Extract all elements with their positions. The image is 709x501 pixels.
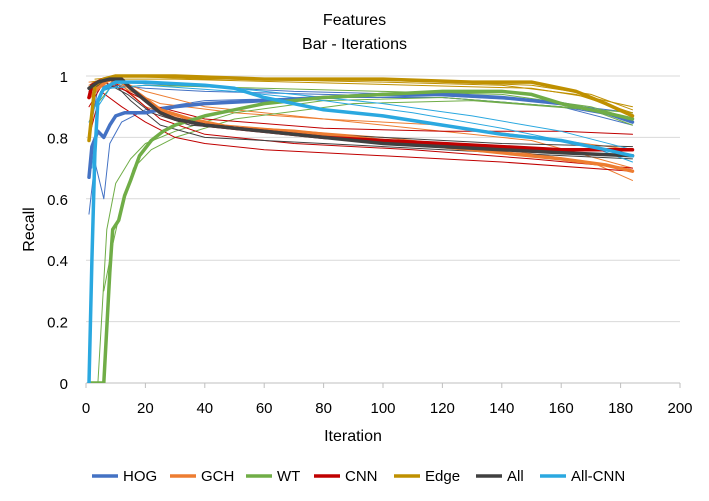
- series-line-hog: [87, 92, 635, 180]
- x-tick-label: 100: [370, 400, 395, 417]
- y-tick-label: 0.6: [47, 192, 68, 209]
- y-tick-label: 0.4: [47, 253, 68, 270]
- x-tick-label: 80: [315, 400, 332, 417]
- legend-label: HOG: [123, 468, 157, 485]
- legend-label: All-CNN: [571, 468, 625, 485]
- x-tick-label: 200: [667, 400, 692, 417]
- thin-series-line: [88, 81, 633, 148]
- thin-series-line: [91, 78, 633, 169]
- x-tick-label: 160: [549, 400, 574, 417]
- series-line-all: [87, 77, 635, 158]
- x-tick-label: 20: [137, 400, 154, 417]
- legend-label: All: [507, 468, 524, 485]
- legend-label: CNN: [345, 468, 378, 485]
- legend-label: GCH: [201, 468, 234, 485]
- y-tick-label: 0.2: [47, 315, 68, 332]
- series-line-wt: [87, 89, 635, 383]
- y-axis-title: Recall: [21, 207, 38, 251]
- x-tick-label: 180: [608, 400, 633, 417]
- x-axis-title: Iteration: [324, 428, 382, 445]
- x-tick-label: 140: [489, 400, 514, 417]
- y-tick-label: 0.8: [47, 130, 68, 147]
- thin-series-line: [88, 90, 633, 172]
- chart-title: Features: [322, 12, 387, 29]
- x-tick-label: 60: [256, 400, 273, 417]
- y-tick-label: 0: [60, 376, 68, 393]
- x-tick-label: 120: [430, 400, 455, 417]
- chart-subtitle: Bar - Iterations: [302, 36, 407, 53]
- series-line-all-cnn: [87, 80, 635, 383]
- y-tick-label: 1: [60, 69, 68, 86]
- x-tick-label: 40: [196, 400, 213, 417]
- legend-label: Edge: [425, 468, 460, 485]
- thin-series-line: [97, 97, 633, 383]
- x-tick-label: 0: [82, 400, 90, 417]
- thin-series-line: [88, 81, 633, 151]
- legend-label: WT: [277, 468, 300, 485]
